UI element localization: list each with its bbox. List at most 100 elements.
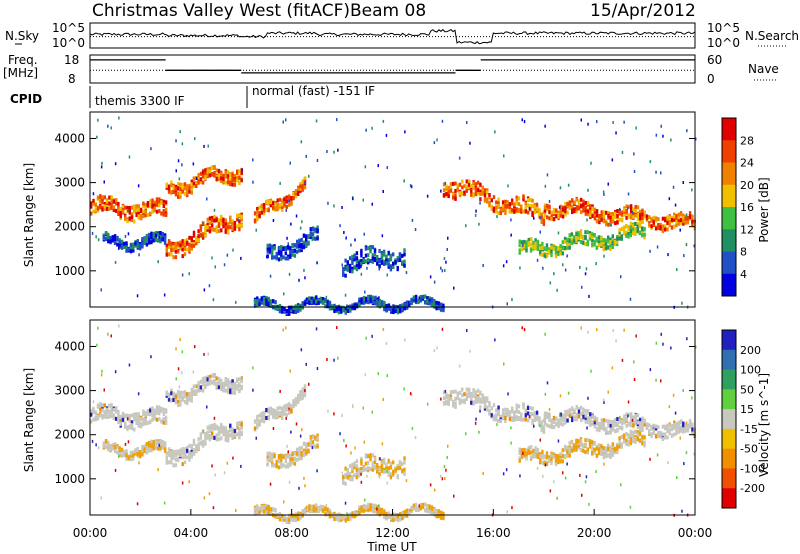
velocity-noise <box>360 472 362 476</box>
velocity-cell <box>294 518 298 522</box>
velocity-cell <box>213 379 216 383</box>
velocity-cell <box>504 416 507 420</box>
power-cell <box>103 202 106 206</box>
power-cell <box>546 203 549 208</box>
power-cell <box>399 308 402 313</box>
power-cell <box>421 294 425 299</box>
power-cell <box>135 208 138 213</box>
power-noise <box>352 197 354 201</box>
velocity-cell <box>358 505 361 510</box>
power-cell <box>367 295 370 300</box>
power-cell <box>104 236 108 241</box>
power-cell <box>401 307 404 312</box>
velocity-cell <box>385 464 388 469</box>
velocity-cell <box>224 379 227 384</box>
power-cell <box>682 216 685 221</box>
power-noise <box>316 261 318 265</box>
power-cell <box>342 308 345 313</box>
velocity-cell <box>94 411 97 416</box>
power-cell <box>602 240 605 245</box>
power-cell <box>314 236 317 241</box>
power-cell <box>595 238 599 243</box>
power-cell <box>199 177 203 182</box>
velocity-cell <box>362 466 365 471</box>
power-cell <box>555 208 558 213</box>
power-cell <box>597 243 601 248</box>
velocity-cell <box>634 436 637 441</box>
power-noise <box>519 266 521 270</box>
velocity-cell <box>238 388 241 393</box>
velocity-cell <box>130 426 134 431</box>
power-cell <box>186 240 189 245</box>
power-noise <box>585 267 588 271</box>
power-cell <box>146 203 150 208</box>
power-cell <box>564 212 567 217</box>
power-cell <box>172 247 175 252</box>
power-cell <box>639 213 642 218</box>
velocity-cell <box>456 391 459 396</box>
power-noise <box>409 300 411 304</box>
power-cell <box>238 175 241 180</box>
velocity-cell <box>622 436 626 441</box>
velocity-cell <box>181 462 184 467</box>
velocity-cell <box>262 413 266 418</box>
power-cell <box>439 307 443 312</box>
velocity-cell <box>588 444 592 449</box>
power-cell <box>508 206 512 211</box>
power-cell <box>312 296 316 301</box>
power-cell <box>597 240 601 245</box>
power-cell <box>199 171 203 176</box>
power-noise <box>301 220 303 224</box>
power-cell <box>226 173 230 178</box>
power-cell <box>162 204 165 208</box>
power-cell <box>117 212 120 216</box>
power-noise <box>655 170 657 174</box>
velocity-cell <box>588 439 592 444</box>
velocity-cell <box>518 451 521 456</box>
velocity-cell <box>285 412 288 417</box>
power-cell <box>654 216 658 221</box>
power-cell <box>303 301 307 306</box>
velocity-cell <box>557 455 560 460</box>
power-cell <box>419 295 422 299</box>
power-cell <box>351 269 354 274</box>
velocity-cell <box>499 419 502 424</box>
velocity-cell <box>281 513 284 518</box>
velocity-cell <box>483 404 487 409</box>
power-cell <box>677 215 680 220</box>
velocity-cell <box>602 448 605 453</box>
velocity-cell <box>668 427 671 432</box>
velocity-cell <box>661 424 665 429</box>
power-cell <box>593 239 596 244</box>
power-cell <box>274 207 277 212</box>
velocity-cell <box>371 464 374 469</box>
velocity-noise <box>269 482 272 486</box>
velocity-cell <box>348 471 352 476</box>
power-cell <box>474 184 478 189</box>
velocity-cell <box>390 516 393 521</box>
power-cell <box>360 251 363 255</box>
power-cell <box>589 213 592 218</box>
velocity-cell <box>195 392 198 396</box>
velocity-cell <box>192 451 196 456</box>
velocity-noise <box>305 362 307 366</box>
velocity-cell <box>571 406 574 411</box>
velocity-cell <box>522 402 525 407</box>
power-noise <box>433 280 436 284</box>
power-cell <box>133 209 136 214</box>
power-cell <box>383 302 386 307</box>
velocity-cell <box>144 418 147 422</box>
power-cell <box>119 213 122 218</box>
velocity-cell <box>358 469 361 474</box>
velocity-noise <box>285 326 287 330</box>
power-noise <box>346 304 348 308</box>
power-cell <box>387 262 390 267</box>
velocity-cell <box>181 395 184 400</box>
power-noise <box>502 264 505 268</box>
power-cell <box>636 222 639 227</box>
velocity-cell <box>554 462 558 467</box>
velocity-cell <box>265 510 268 514</box>
velocity-cell <box>220 429 223 434</box>
power-cell <box>461 191 464 196</box>
